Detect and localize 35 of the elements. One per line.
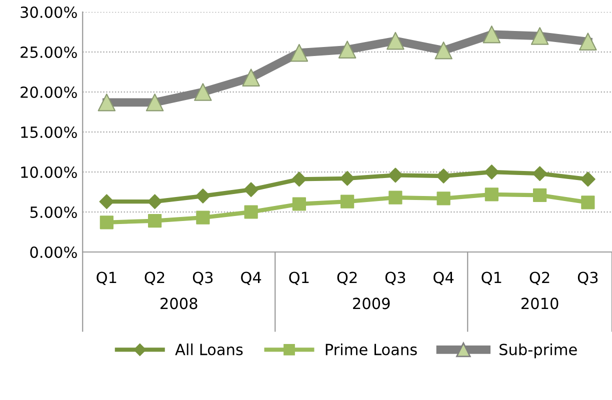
y-tick-label: 10.00% — [21, 166, 77, 178]
x-tick-label: Q2 — [337, 272, 357, 286]
point — [386, 32, 404, 50]
point — [530, 27, 549, 45]
x-tick-label: Q1 — [96, 272, 116, 286]
point — [579, 32, 597, 50]
x-tick-label: Q3 — [385, 272, 406, 286]
point — [146, 94, 164, 112]
legend-label: Prime Loans — [326, 343, 417, 356]
point — [194, 83, 212, 101]
x-tick-label: Q1 — [289, 272, 309, 286]
y-tick-label: 5.00% — [30, 206, 77, 218]
y-tick-label: 0.00% — [30, 246, 77, 258]
y-tick-label: 15.00% — [21, 126, 77, 138]
x-tick-label: Q1 — [482, 272, 502, 286]
legend-label: Sub-prime — [500, 343, 577, 358]
x-tick-label: Q2 — [144, 272, 164, 286]
x-tick-label: Q2 — [530, 272, 550, 286]
x-tick-label: Q3 — [578, 272, 598, 286]
text: 2010 — [521, 298, 558, 310]
legend-label: All Loans — [175, 343, 243, 356]
y-tick-label: 25.00% — [20, 46, 77, 58]
point — [434, 42, 452, 60]
point — [242, 68, 260, 86]
x-tick-label: Q4 — [434, 272, 454, 286]
text: 2008 — [160, 298, 198, 310]
x-tick-label: Q3 — [192, 272, 213, 286]
y-tick-label: 20.00% — [20, 86, 77, 98]
x-tick-label: Q4 — [241, 272, 262, 286]
point — [482, 26, 501, 44]
point — [290, 44, 308, 62]
point — [338, 40, 356, 58]
point — [98, 94, 116, 112]
text: 2009 — [353, 298, 390, 310]
y-tick-label: 30.00% — [20, 6, 77, 18]
